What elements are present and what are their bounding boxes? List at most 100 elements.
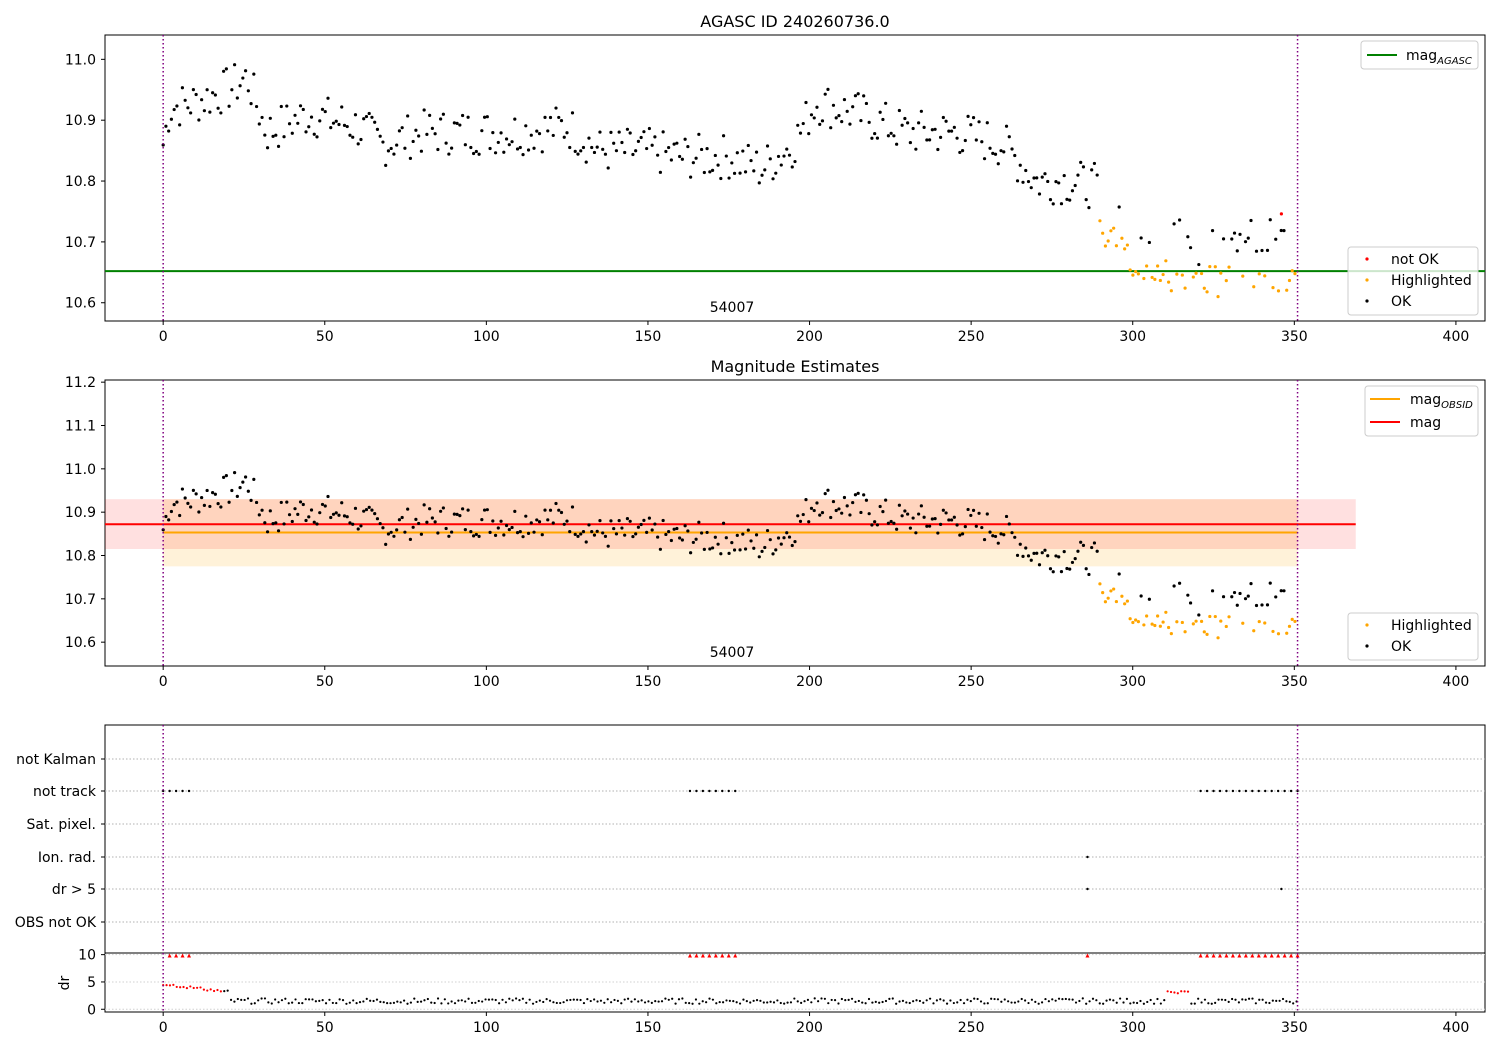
data-point-ok <box>493 533 498 537</box>
data-point-highlighted <box>1216 295 1220 299</box>
dr-point <box>711 998 715 1001</box>
data-point-ok <box>504 137 509 141</box>
dr-point <box>548 999 552 1002</box>
data-point-ok <box>1282 589 1286 593</box>
data-point-ok <box>908 140 912 145</box>
data-point-ok <box>1279 228 1283 233</box>
data-point-ok <box>510 140 514 144</box>
data-point-ok <box>408 537 413 541</box>
panel1-legend-bottom: not OK Highlighted OK <box>1347 246 1479 316</box>
y-tick-label: 10.8 <box>65 174 96 190</box>
dr-point <box>487 998 491 1001</box>
dr-clipped-marker <box>1295 953 1300 958</box>
data-point-ok <box>1249 582 1253 586</box>
data-point-ok <box>848 513 852 517</box>
dr-point <box>1108 998 1112 1001</box>
data-point-ok <box>205 488 209 493</box>
data-point-ok <box>548 115 553 120</box>
dr-point <box>871 1001 874 1004</box>
data-point-ok <box>974 524 978 528</box>
data-point-ok <box>222 475 226 479</box>
data-point-ok <box>884 101 888 105</box>
data-point-ok <box>617 519 621 523</box>
data-point-ok <box>1243 597 1248 601</box>
data-point-ok <box>1059 202 1064 206</box>
data-point-ok <box>933 517 937 521</box>
dr-point <box>721 1001 725 1004</box>
data-point-ok <box>804 497 808 502</box>
dr-point <box>1139 999 1142 1003</box>
data-point-ok <box>213 492 217 496</box>
data-point-ok <box>908 526 912 530</box>
data-point-ok <box>287 513 292 517</box>
data-point-highlighted <box>1106 596 1110 600</box>
data-point-ok <box>518 529 522 534</box>
dr-point <box>375 998 379 1001</box>
dr-clipped-marker <box>700 953 705 958</box>
data-point-ok <box>1249 218 1253 223</box>
data-point-ok <box>606 544 610 548</box>
dr-point <box>786 1001 789 1004</box>
data-point-ok <box>562 135 566 139</box>
dr-point <box>1247 997 1251 1000</box>
data-point-ok <box>504 523 509 528</box>
data-point-ok <box>958 533 962 537</box>
dr-clipped-marker <box>1205 953 1210 958</box>
data-point-ok <box>911 516 915 520</box>
data-point-highlighted <box>1194 271 1198 275</box>
data-point-highlighted <box>1208 614 1212 619</box>
data-point-ok <box>815 105 819 109</box>
dr-point <box>681 997 684 1000</box>
data-point-ok <box>812 116 816 120</box>
data-point-ok <box>524 514 528 518</box>
data-point-ok <box>1015 179 1020 183</box>
data-point-ok <box>293 507 297 511</box>
dr-point <box>918 999 922 1003</box>
dr-point <box>440 1002 443 1005</box>
x-tick-label: 250 <box>958 1020 985 1036</box>
data-point-ok <box>370 508 374 512</box>
dr-point <box>1214 1001 1217 1004</box>
data-point-ok <box>164 514 168 519</box>
dr-point <box>620 1002 623 1005</box>
dr-point <box>698 1002 701 1005</box>
data-point-ok <box>873 131 877 136</box>
data-point-ok <box>1007 135 1011 139</box>
dr-point <box>952 1001 955 1005</box>
data-point-ok <box>408 156 413 161</box>
legend-label-mag: mag <box>1410 415 1441 431</box>
data-point-ok <box>941 508 945 512</box>
data-point-ok <box>873 520 877 524</box>
dr-point <box>1173 991 1176 994</box>
data-point-ok <box>738 548 742 552</box>
data-point-ok <box>708 170 712 174</box>
data-point-ok <box>417 521 421 526</box>
data-point-ok <box>592 150 597 155</box>
data-point-ok <box>746 528 750 532</box>
x-tick-label: 350 <box>1281 329 1308 345</box>
data-point-ok <box>801 121 805 126</box>
data-point-ok <box>763 545 767 550</box>
data-point-ok <box>540 533 544 537</box>
data-point-ok <box>452 121 456 125</box>
dr-point <box>501 998 504 1001</box>
data-point-ok <box>933 127 937 131</box>
data-point-ok <box>853 94 858 98</box>
data-point-ok <box>851 500 855 505</box>
data-point-ok <box>175 104 179 108</box>
panel1-legend-top: magAGASC <box>1360 40 1479 70</box>
data-point-ok <box>469 145 473 150</box>
data-point-ok <box>884 498 888 502</box>
data-point-ok <box>307 125 311 129</box>
dr-point <box>358 1001 362 1004</box>
data-point-ok <box>1090 168 1094 172</box>
data-point-highlighted <box>1128 617 1132 621</box>
dr-point <box>531 1002 535 1005</box>
dr-point <box>1258 998 1261 1001</box>
data-point-ok <box>947 129 951 133</box>
data-point-ok <box>683 137 687 141</box>
data-point-highlighted <box>1114 244 1119 248</box>
data-point-ok <box>227 104 231 108</box>
data-point-ok <box>471 534 476 538</box>
data-point-highlighted <box>1164 610 1168 614</box>
